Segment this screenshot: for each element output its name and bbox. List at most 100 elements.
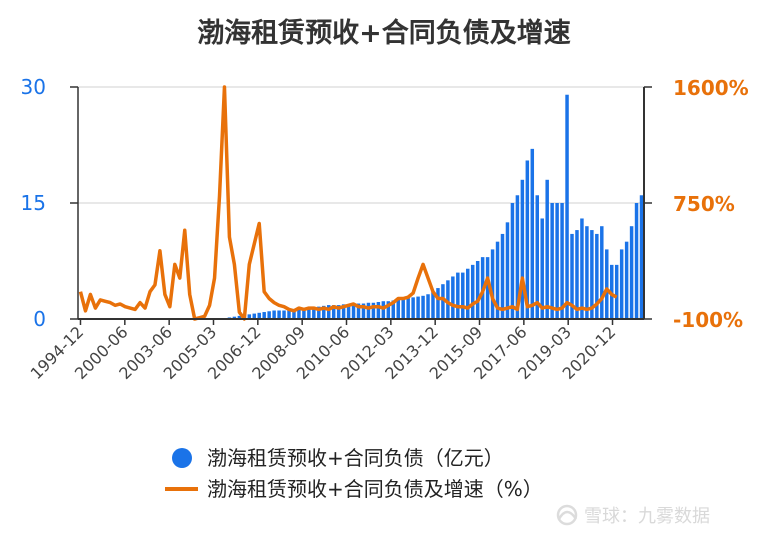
bar-68 xyxy=(416,296,420,319)
legend-bar-swatch xyxy=(172,448,192,468)
bar-76 xyxy=(456,272,460,319)
grid-lines xyxy=(78,86,644,204)
watermark-text: 雪球：九雾数据 xyxy=(584,506,710,527)
bar-66 xyxy=(406,298,410,319)
x-ticks: 1994-122000-062003-062005-032006-122008-… xyxy=(27,319,619,383)
bar-108 xyxy=(614,264,619,319)
bar-67 xyxy=(411,297,415,319)
bar-72 xyxy=(436,288,440,319)
watermark: 雪球：九雾数据 xyxy=(556,504,710,527)
bar-45 xyxy=(302,308,306,319)
bar-93 xyxy=(540,218,544,319)
bar-109 xyxy=(619,249,624,319)
snowball-logo-icon xyxy=(556,504,578,526)
bar-98 xyxy=(565,94,569,319)
bar-83 xyxy=(490,249,495,319)
bar-96 xyxy=(555,203,559,319)
bar-63 xyxy=(391,300,396,319)
right-tick-label-0: -100% xyxy=(673,308,743,332)
right-ticks: -100% 750% 1600% xyxy=(644,76,749,332)
bar-51 xyxy=(331,305,336,319)
bar-92 xyxy=(535,195,539,319)
bar-77 xyxy=(461,272,465,319)
bar-103 xyxy=(590,230,594,319)
bar-80 xyxy=(475,261,480,319)
bar-41 xyxy=(282,310,286,319)
bar-48 xyxy=(317,306,321,319)
bar-57 xyxy=(361,303,366,319)
bar-56 xyxy=(356,303,361,319)
bar-38 xyxy=(267,311,271,319)
bar-89 xyxy=(520,179,525,319)
bar-82 xyxy=(485,257,490,319)
bar-58 xyxy=(366,302,371,319)
legend-bar-label: 渤海租赁预收+合同负债（亿元） xyxy=(207,446,504,470)
bar-47 xyxy=(312,307,316,319)
bar-36 xyxy=(257,312,261,319)
bar-102 xyxy=(585,226,589,319)
left-tick-label-2: 30 xyxy=(21,75,46,99)
bar-60 xyxy=(376,301,381,319)
left-ticks: 0 15 30 xyxy=(21,75,78,331)
chart-title: 渤海租赁预收+合同负债及增速 xyxy=(197,17,571,49)
bar-78 xyxy=(466,268,470,319)
bar-79 xyxy=(470,264,475,319)
bar-101 xyxy=(580,218,584,319)
bar-35 xyxy=(252,313,256,319)
bar-113 xyxy=(639,195,644,319)
bar-64 xyxy=(396,299,400,319)
bar-31 xyxy=(232,316,237,319)
bar-52 xyxy=(336,305,341,319)
line-series xyxy=(78,85,618,321)
bar-94 xyxy=(545,179,549,319)
bar-87 xyxy=(510,203,515,319)
bar-49 xyxy=(322,305,326,319)
bar-85 xyxy=(500,233,505,319)
legend: 渤海租赁预收+合同负债（亿元） 渤海租赁预收+合同负债及增速（%） xyxy=(165,446,543,501)
bar-97 xyxy=(560,203,564,319)
bar-42 xyxy=(287,309,291,319)
bar-106 xyxy=(605,249,609,319)
bar-105 xyxy=(600,226,604,319)
bar-71 xyxy=(431,291,435,319)
bar-54 xyxy=(346,304,351,319)
bar-111 xyxy=(629,226,634,319)
bar-44 xyxy=(297,308,301,319)
bar-32 xyxy=(237,315,242,319)
bar-53 xyxy=(341,304,346,319)
bar-100 xyxy=(575,230,579,319)
bar-99 xyxy=(570,233,574,319)
bar-40 xyxy=(277,310,281,319)
left-tick-label-1: 15 xyxy=(21,191,46,215)
legend-line-label: 渤海租赁预收+合同负债及增速（%） xyxy=(207,477,543,501)
left-tick-label-0: 0 xyxy=(33,307,46,331)
bar-86 xyxy=(505,222,510,319)
bar-50 xyxy=(326,305,331,319)
bar-55 xyxy=(351,303,356,319)
bar-43 xyxy=(292,308,296,319)
bar-69 xyxy=(421,295,425,319)
bar-90 xyxy=(525,160,530,319)
right-tick-label-1: 750% xyxy=(673,192,735,216)
bar-73 xyxy=(441,284,445,319)
bar-95 xyxy=(550,203,554,319)
right-tick-label-2: 1600% xyxy=(673,76,749,100)
bar-70 xyxy=(426,294,430,319)
bar-series xyxy=(227,94,644,319)
bar-61 xyxy=(381,301,386,319)
bar-84 xyxy=(495,241,500,319)
bar-110 xyxy=(624,241,629,319)
bar-112 xyxy=(634,203,639,319)
bar-59 xyxy=(371,302,376,319)
bar-104 xyxy=(595,233,599,319)
bar-65 xyxy=(401,298,405,319)
bar-39 xyxy=(272,310,276,319)
bar-46 xyxy=(307,307,311,319)
bar-34 xyxy=(247,314,252,319)
bar-37 xyxy=(262,312,266,319)
bar-88 xyxy=(515,195,520,319)
bar-91 xyxy=(530,148,535,319)
bar-74 xyxy=(446,280,450,319)
bar-75 xyxy=(451,276,455,319)
